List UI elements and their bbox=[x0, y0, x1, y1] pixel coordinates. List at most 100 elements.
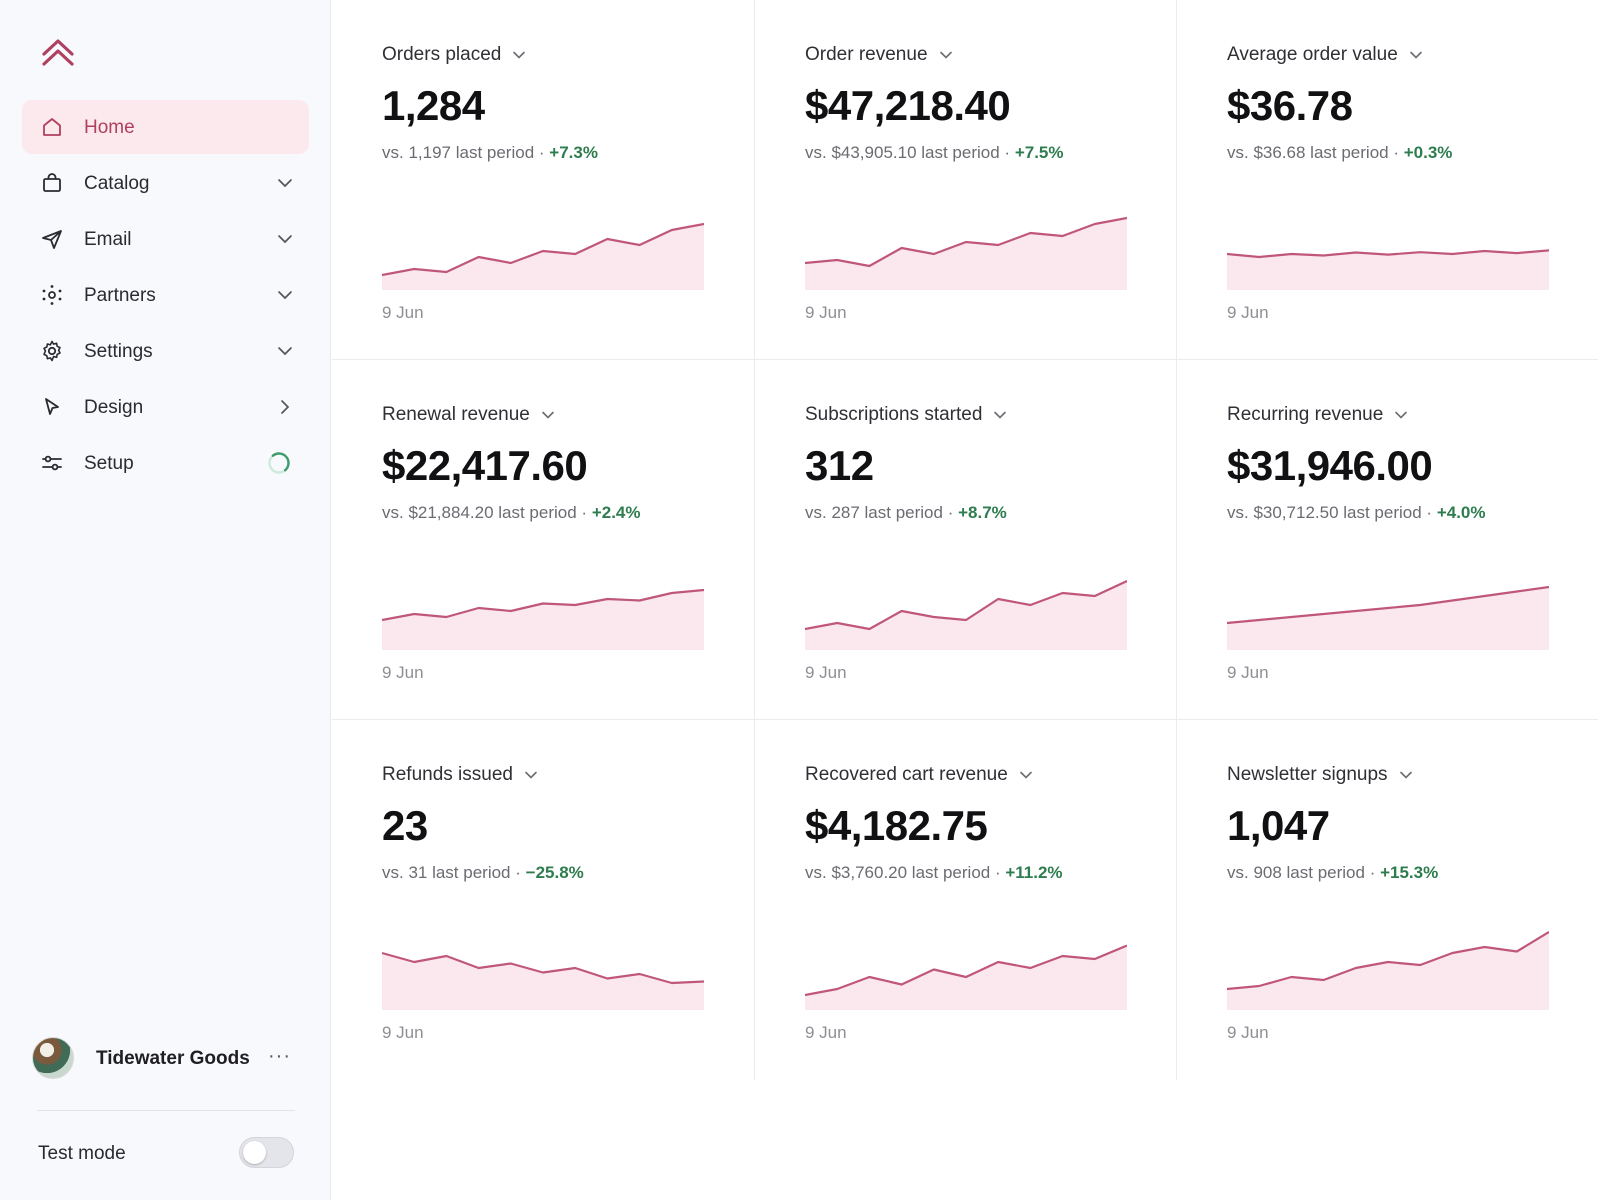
change-percent: +7.5% bbox=[1014, 143, 1064, 162]
comparison-text: vs. 287 last period · bbox=[805, 503, 954, 522]
sparkline-line bbox=[382, 588, 704, 622]
metric-selector[interactable]: Subscriptions started bbox=[805, 404, 1008, 426]
sidebar-item-settings[interactable]: Settings bbox=[22, 324, 309, 378]
metric-selector[interactable]: Recurring revenue bbox=[1227, 404, 1409, 426]
chevron-down-icon[interactable] bbox=[540, 407, 556, 423]
chart-date-label: 9 Jun bbox=[1227, 1023, 1269, 1042]
sidebar-item-setup[interactable]: Setup bbox=[22, 436, 309, 490]
change-percent: +4.0% bbox=[1436, 503, 1486, 522]
sparkline-line bbox=[1227, 249, 1549, 259]
chart-date-label: 9 Jun bbox=[805, 663, 847, 682]
sparkline-chart bbox=[1227, 585, 1549, 650]
metric-selector[interactable]: Recovered cart revenue bbox=[805, 764, 1034, 786]
store-switcher[interactable]: Tidewater Goods ··· bbox=[32, 1037, 302, 1081]
progress-spinner-icon bbox=[268, 452, 290, 474]
metric-card[interactable]: Newsletter signups 1,047 vs. 908 last peri… bbox=[1176, 720, 1598, 1080]
test-mode-label: Test mode bbox=[38, 1143, 126, 1164]
metric-selector[interactable]: Average order value bbox=[1227, 44, 1424, 66]
metric-selector[interactable]: Order revenue bbox=[805, 44, 954, 66]
sidebar-item-design[interactable]: Design bbox=[22, 380, 309, 434]
metric-value: 1,047 bbox=[1227, 802, 1330, 849]
metric-value: $22,417.60 bbox=[382, 442, 588, 489]
sidebar-item-label: Design bbox=[84, 397, 144, 418]
sparkline-chart bbox=[805, 944, 1127, 1010]
sidebar-item-partners[interactable]: Partners bbox=[22, 268, 309, 322]
chevron-down-icon[interactable] bbox=[275, 285, 295, 305]
metric-title: Recovered cart revenue bbox=[805, 764, 1008, 785]
comparison-text: vs. 908 last period · bbox=[1227, 863, 1376, 882]
sparkline-chart bbox=[382, 222, 704, 290]
metric-card[interactable]: Average order value $36.78 vs. $36.68 last… bbox=[1176, 0, 1598, 360]
sparkline-line bbox=[1227, 931, 1549, 991]
metric-value: 23 bbox=[382, 802, 428, 849]
sliders-icon bbox=[42, 455, 62, 471]
chevron-down-icon[interactable] bbox=[1018, 767, 1034, 783]
chart-date-label: 9 Jun bbox=[805, 1023, 847, 1042]
metric-selector[interactable]: Orders placed bbox=[382, 44, 527, 66]
metric-value: $31,946.00 bbox=[1227, 442, 1433, 489]
metric-selector[interactable]: Renewal revenue bbox=[382, 404, 556, 426]
change-percent: +0.3% bbox=[1403, 143, 1453, 162]
logo-icon[interactable] bbox=[40, 34, 76, 70]
sidebar-item-email[interactable]: Email bbox=[22, 212, 309, 266]
test-mode-toggle[interactable] bbox=[239, 1137, 294, 1168]
cursor-icon bbox=[45, 398, 59, 415]
sparkline-line bbox=[382, 951, 704, 985]
chart-date-label: 9 Jun bbox=[382, 663, 424, 682]
sidebar-item-catalog[interactable]: Catalog bbox=[22, 156, 309, 210]
metric-value: $36.78 bbox=[1227, 82, 1353, 129]
metric-card[interactable]: Refunds issued 23 vs. 31 last period · −25… bbox=[332, 720, 754, 1080]
chevron-down-icon[interactable] bbox=[523, 767, 539, 783]
metric-selector[interactable]: Newsletter signups bbox=[1227, 764, 1414, 786]
comparison-text: vs. 31 last period · bbox=[382, 863, 521, 882]
metric-title: Order revenue bbox=[805, 44, 928, 65]
chevron-down-icon[interactable] bbox=[275, 173, 295, 193]
sidebar-nav: Home Catalog Email bbox=[22, 100, 309, 492]
change-percent: +2.4% bbox=[591, 503, 641, 522]
store-name: Tidewater Goods bbox=[96, 1048, 250, 1069]
metric-value: 1,284 bbox=[382, 82, 485, 129]
chevron-down-icon[interactable] bbox=[275, 341, 295, 361]
sparkline-area bbox=[805, 581, 1127, 650]
avatar[interactable] bbox=[32, 1037, 74, 1079]
metric-title: Newsletter signups bbox=[1227, 764, 1388, 785]
metric-card[interactable]: Recurring revenue $31,946.00 vs. $30,712.5… bbox=[1176, 360, 1598, 720]
sidebar-item-label: Setup bbox=[84, 453, 134, 474]
metric-value: 312 bbox=[805, 442, 874, 489]
sparkline-chart bbox=[382, 951, 704, 1010]
metric-comparison: vs. $36.68 last period · +0.3% bbox=[1227, 143, 1452, 163]
sparkline-chart bbox=[1227, 249, 1549, 290]
chevron-down-icon[interactable] bbox=[275, 229, 295, 249]
chevron-down-icon[interactable] bbox=[1398, 767, 1414, 783]
metric-card[interactable]: Orders placed 1,284 vs. 1,197 last period … bbox=[332, 0, 754, 360]
sidebar: Home Catalog Email bbox=[0, 0, 331, 1200]
metric-card[interactable]: Subscriptions started 312 vs. 287 last per… bbox=[754, 360, 1176, 720]
metric-selector[interactable]: Refunds issued bbox=[382, 764, 539, 786]
chevron-down-icon[interactable] bbox=[1408, 47, 1424, 63]
metric-card[interactable]: Renewal revenue $22,417.60 vs. $21,884.20 … bbox=[332, 360, 754, 720]
more-options-icon[interactable]: ··· bbox=[268, 1045, 291, 1067]
chevron-down-icon[interactable] bbox=[1393, 407, 1409, 423]
sparkline-chart bbox=[805, 216, 1127, 290]
chart-date-label: 9 Jun bbox=[382, 303, 424, 322]
sparkline-line bbox=[382, 222, 704, 277]
sidebar-item-label: Email bbox=[84, 229, 132, 250]
sparkline-area bbox=[382, 953, 704, 1010]
sidebar-item-home[interactable]: Home bbox=[22, 100, 309, 154]
comparison-text: vs. $21,884.20 last period · bbox=[382, 503, 588, 522]
comparison-text: vs. $43,905.10 last period · bbox=[805, 143, 1011, 162]
metric-card[interactable]: Recovered cart revenue $4,182.75 vs. $3,76… bbox=[754, 720, 1176, 1080]
metric-comparison: vs. $21,884.20 last period · +2.4% bbox=[382, 503, 641, 523]
comparison-text: vs. $36.68 last period · bbox=[1227, 143, 1399, 162]
metric-comparison: vs. $30,712.50 last period · +4.0% bbox=[1227, 503, 1486, 523]
partners-icon bbox=[42, 285, 62, 305]
metric-card[interactable]: Order revenue $47,218.40 vs. $43,905.10 la… bbox=[754, 0, 1176, 360]
metric-title: Recurring revenue bbox=[1227, 404, 1384, 425]
chevron-down-icon[interactable] bbox=[511, 47, 527, 63]
chevron-down-icon[interactable] bbox=[938, 47, 954, 63]
change-percent: +8.7% bbox=[958, 503, 1007, 522]
chevron-down-icon[interactable] bbox=[992, 407, 1008, 423]
chevron-right-icon[interactable] bbox=[275, 397, 295, 417]
divider bbox=[37, 1110, 295, 1111]
